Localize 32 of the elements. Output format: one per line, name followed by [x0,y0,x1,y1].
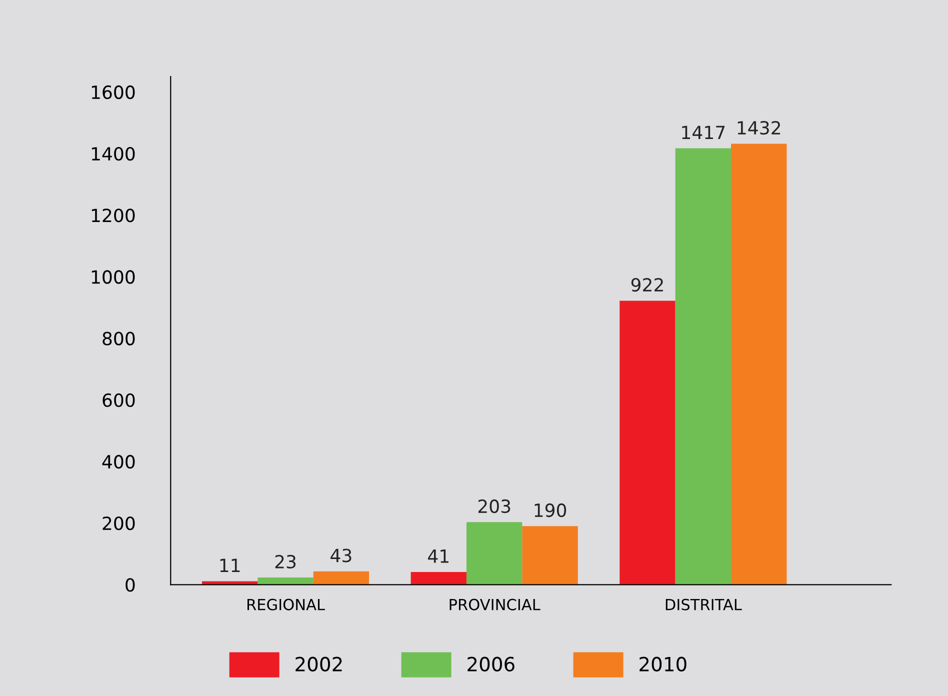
legend-label: 2002 [296,656,342,672]
bar [522,526,578,585]
y-tick-label: 1600 [92,85,135,100]
bar [675,148,732,585]
x-tick-label: DISTRITAL [666,598,742,610]
bar [466,522,522,585]
data-label: 41 [428,550,448,563]
data-label: 190 [534,503,566,518]
data-label: 922 [631,278,663,292]
data-label: 1432 [738,120,780,135]
data-label: 1417 [682,126,725,139]
y-tick-label: 400 [102,454,135,469]
y-tick-label: 800 [102,332,135,346]
y-tick-label: 1000 [92,270,135,284]
bar [313,571,370,585]
x-tick-label: PROVINCIAL [450,598,540,610]
y-tick-label: 0 [126,578,135,592]
x-tick-label: REGIONAL [247,598,325,610]
data-label: 203 [478,499,510,514]
y-tick-label: 1200 [92,208,135,222]
data-label: 11 [220,558,240,572]
bar [410,572,466,585]
data-label: 43 [330,548,352,562]
bar [258,578,314,585]
data-label: 23 [275,554,296,569]
y-tick-label: 200 [102,516,135,530]
legend-label: 2010 [640,656,686,672]
y-tick-label: 600 [102,393,135,407]
bar [620,300,676,585]
y-tick-label: 1400 [92,147,135,161]
legend-label: 2006 [468,656,514,672]
bar [731,144,787,585]
